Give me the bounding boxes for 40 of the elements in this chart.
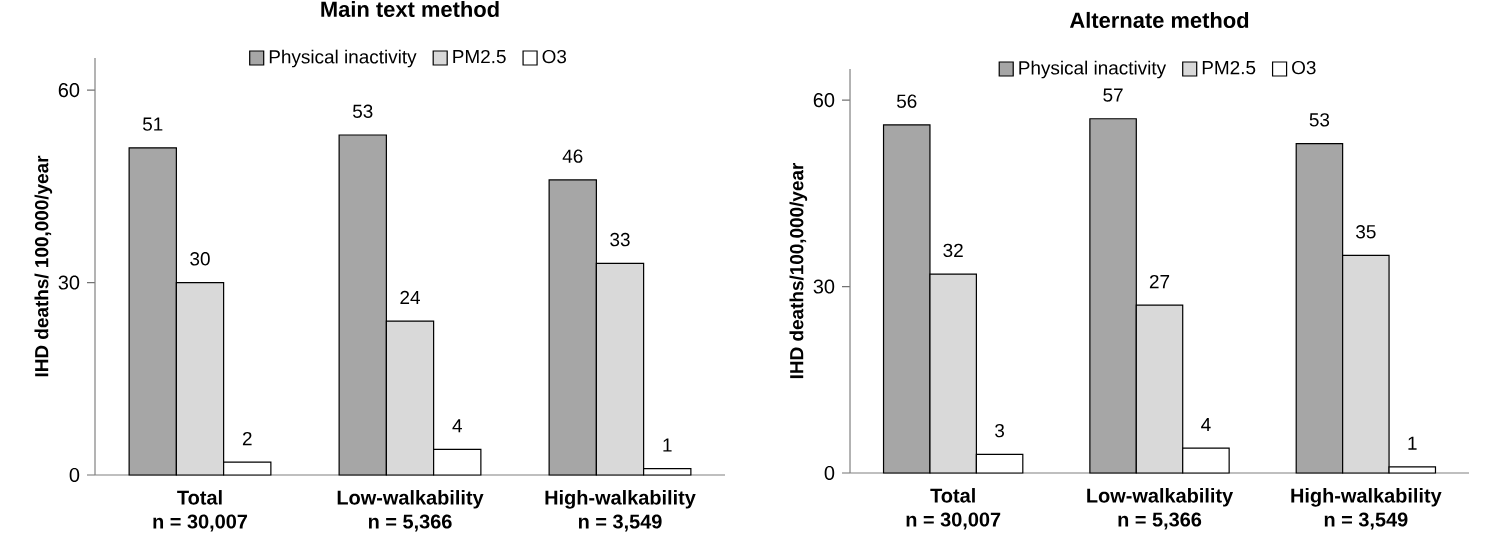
chart-title: Main text method — [321, 0, 499, 18]
x-tick-label: Low-walkability n = 5,366 — [337, 490, 484, 532]
data-label: 24 — [400, 290, 420, 304]
legend-label: PM2.5 — [453, 49, 506, 64]
data-label: 53 — [352, 104, 373, 118]
legend-label: O3 — [1292, 60, 1316, 75]
data-label: 57 — [1103, 88, 1123, 102]
x-tick-label: Total n = 30,007 — [906, 488, 1001, 530]
data-label: 1 — [663, 438, 672, 452]
y-tick-label: 30 — [58, 275, 80, 290]
y-tick-label: 0 — [824, 465, 835, 481]
legend-label: PM2.5 — [1202, 60, 1256, 75]
data-label: 56 — [896, 94, 917, 108]
data-label: 30 — [190, 252, 210, 266]
data-label: 51 — [142, 117, 163, 131]
y-axis-title: IHD deaths/ 100,000/year — [34, 155, 53, 377]
data-label: 3 — [995, 423, 1005, 438]
legend-label: O3 — [542, 49, 567, 64]
data-label: 32 — [943, 243, 963, 258]
y-tick-label: 60 — [58, 83, 80, 98]
data-label: 35 — [1356, 225, 1376, 239]
data-label: 46 — [562, 149, 583, 163]
data-label: 27 — [1149, 274, 1170, 289]
data-label: 33 — [610, 232, 630, 247]
y-tick-label: 30 — [813, 279, 835, 294]
x-tick-label: Total n = 30,007 — [153, 490, 248, 532]
y-tick-label: 60 — [813, 93, 835, 108]
x-tick-label: Low-walkability n = 5,366 — [1087, 488, 1234, 530]
x-tick-label: High-walkability n = 3,549 — [545, 490, 696, 532]
y-axis-title: IHD deaths/100,000/year — [789, 162, 808, 379]
data-label: 4 — [1201, 418, 1211, 432]
data-label: 1 — [1408, 436, 1417, 450]
legend-label: Physical inactivity — [269, 49, 417, 68]
chart-title: Alternate method — [1069, 11, 1249, 29]
y-tick-label: 0 — [69, 467, 80, 483]
data-label: 4 — [452, 419, 462, 433]
data-label: 2 — [242, 431, 252, 446]
legend-label: Physical inactivity — [1019, 60, 1167, 79]
x-tick-label: High-walkability n = 3,549 — [1291, 488, 1442, 530]
data-label: 53 — [1309, 113, 1330, 127]
